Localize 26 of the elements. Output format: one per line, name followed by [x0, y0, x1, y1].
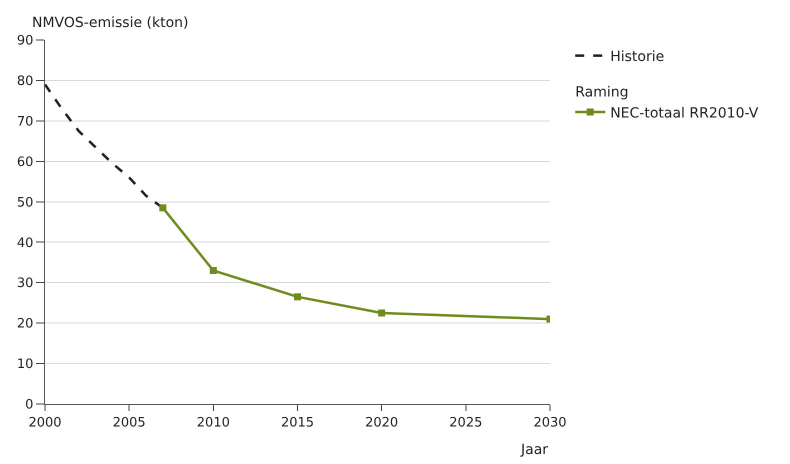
y-tick-label: 20 — [16, 316, 34, 332]
y-axis-title: NMVOS-emissie (kton) — [32, 15, 188, 31]
legend-label: NEC-totaal RR2010-V — [610, 105, 759, 122]
y-tick-label: 70 — [16, 114, 34, 130]
x-tick-label: 2000 — [28, 416, 62, 431]
x-axis-title: Jaar — [520, 442, 548, 458]
y-tick-label: 10 — [16, 357, 34, 372]
text: Raming — [575, 84, 628, 100]
point — [159, 204, 166, 212]
x-tick-label: 2005 — [112, 416, 146, 431]
y-tick-label: 80 — [16, 74, 34, 89]
x-tick-label: 2030 — [533, 416, 567, 431]
point — [210, 267, 217, 274]
x-tick-label: 2020 — [365, 416, 398, 431]
x-tick-label: 2015 — [280, 416, 314, 431]
x-tick-label: 2010 — [196, 416, 230, 431]
y-tick-label: 30 — [16, 276, 34, 292]
point — [378, 310, 386, 316]
legend-label: Historie — [610, 49, 664, 66]
y-tick-label: 50 — [16, 195, 34, 210]
x-tick-label: 2025 — [449, 416, 482, 431]
point — [294, 293, 301, 300]
y-tick-label: 60 — [16, 154, 34, 170]
y-tick-label: 40 — [16, 236, 34, 251]
y-tick-label: 90 — [16, 34, 34, 49]
y-tick-label: 0 — [25, 398, 34, 413]
